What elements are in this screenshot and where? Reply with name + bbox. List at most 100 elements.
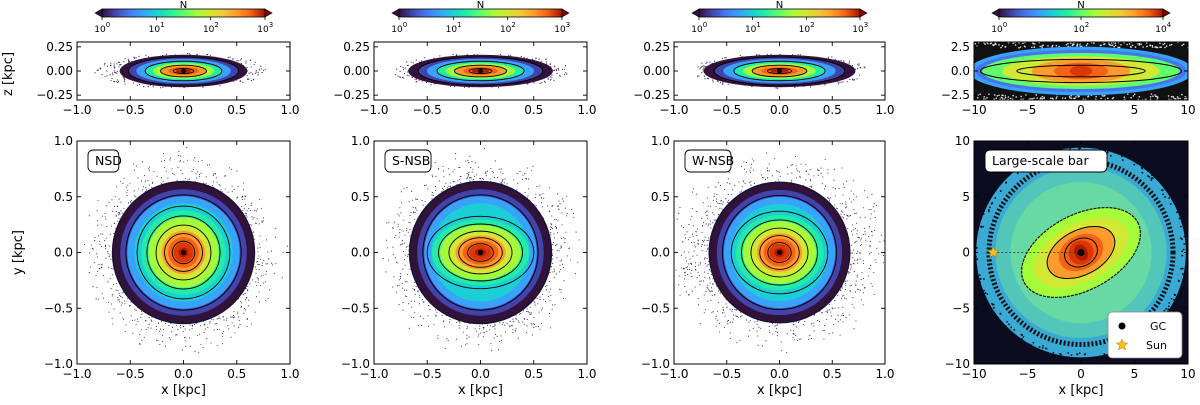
legend-sun-marker bbox=[1115, 338, 1129, 351]
y-tick-label: −1.0 bbox=[44, 357, 73, 371]
x-axis-label: x [kpc] bbox=[161, 383, 206, 398]
x-axis-label: x [kpc] bbox=[1059, 383, 1104, 398]
colorbar-tick-label: 10 bbox=[203, 25, 215, 35]
y-tick-label: −0.5 bbox=[44, 301, 73, 315]
edge-on-view bbox=[394, 53, 568, 89]
panel-label: Large-scale bar bbox=[992, 153, 1089, 168]
y-tick-label: 0.5 bbox=[651, 190, 670, 204]
edge-on-x-tick-label: 0.0 bbox=[174, 103, 193, 117]
edge-on-x-tick-label: −0.5 bbox=[413, 103, 442, 117]
marker-sun bbox=[986, 245, 1000, 258]
edge-on-x-tick-label: 0.0 bbox=[471, 103, 490, 117]
colorbar-tick-exponent: 2 bbox=[511, 21, 515, 29]
colorbar-extend-high bbox=[859, 8, 868, 18]
y-tick-label: 0.0 bbox=[351, 246, 370, 260]
x-tick-label: −1.0 bbox=[359, 367, 388, 381]
panel-label-box bbox=[984, 149, 1108, 173]
y-tick-label: −1.0 bbox=[641, 357, 670, 371]
z-tick-label: 0.25 bbox=[46, 40, 73, 54]
edge-on-x-tick-label: −10 bbox=[961, 103, 986, 117]
edge-on-x-tick-label: 0.5 bbox=[524, 103, 543, 117]
panel-w-nsb: N10 0 10 1 10 2 10 3W-NSB−1.0−1.0−0.5−0.50.00.0… bbox=[633, 0, 894, 398]
y-tick-label: 0.5 bbox=[54, 190, 73, 204]
y-tick-label: 10 bbox=[955, 134, 970, 148]
x-tick-label: −0.5 bbox=[116, 367, 145, 381]
edge-on-x-tick-label: −0.5 bbox=[712, 103, 741, 117]
x-tick-label: 1.0 bbox=[280, 367, 299, 381]
colorbar-extend-low bbox=[94, 8, 103, 18]
panel-nsd: N10 0 10 1 10 2 10 3NSD−1.0−1.0−0.5−0.50.00.00.… bbox=[1, 0, 300, 398]
x-tick-label: −0.5 bbox=[413, 367, 442, 381]
colorbar-tick-label: 10 bbox=[149, 25, 161, 35]
colorbar-tick-label: 10 bbox=[1155, 25, 1167, 35]
x-axis-label: x [kpc] bbox=[757, 383, 802, 398]
colorbar-tick-label: 10 bbox=[446, 25, 458, 35]
x-tick-label: −1.0 bbox=[659, 367, 688, 381]
colorbar-extend-low bbox=[391, 8, 400, 18]
y-tick-label: 1.0 bbox=[54, 134, 73, 148]
edge-on-x-tick-label: 1.0 bbox=[875, 103, 894, 117]
y-tick-label: 1.0 bbox=[651, 134, 670, 148]
z-tick-label: −0.25 bbox=[333, 88, 370, 102]
edge-on-view bbox=[974, 42, 1188, 100]
colorbar-tick-exponent: 2 bbox=[214, 21, 218, 29]
colorbar-tick-label: 10 bbox=[991, 25, 1003, 35]
edge-on-view bbox=[94, 53, 266, 89]
colorbar-tick-exponent: 2 bbox=[1085, 21, 1089, 29]
marker-gc bbox=[1077, 249, 1085, 256]
colorbar-tick-label: 10 bbox=[94, 25, 106, 35]
y-tick-label: 0.0 bbox=[651, 246, 670, 260]
z-tick-label: 0.25 bbox=[343, 40, 370, 54]
edge-on-x-tick-label: −1.0 bbox=[659, 103, 688, 117]
colorbar-tick-label: 10 bbox=[745, 25, 757, 35]
panel-label: S-NSB bbox=[392, 153, 430, 168]
z-tick-label: 0.00 bbox=[343, 64, 370, 78]
x-tick-label: −1.0 bbox=[62, 367, 91, 381]
z-tick-label: −2.5 bbox=[941, 88, 970, 102]
panel-s-nsb: N10 0 10 1 10 2 10 3S-NSB−1.0−1.0−0.5−0.50.00.0… bbox=[333, 0, 596, 398]
y-tick-label: −0.5 bbox=[341, 301, 370, 315]
panel-label: NSD bbox=[95, 153, 122, 168]
x-tick-label: 0.0 bbox=[770, 367, 789, 381]
colorbar-tick-label: 10 bbox=[691, 25, 703, 35]
colorbar-label: N bbox=[477, 0, 484, 11]
x-tick-label: 1.0 bbox=[577, 367, 596, 381]
x-tick-label: −0.5 bbox=[712, 367, 741, 381]
x-tick-label: 0.0 bbox=[471, 367, 490, 381]
colorbar-tick-exponent: 1 bbox=[160, 21, 164, 29]
z-tick-label: 2.5 bbox=[951, 40, 970, 54]
colorbar-tick-exponent: 2 bbox=[810, 21, 814, 29]
colorbar-extend-low bbox=[991, 8, 1000, 18]
colorbar-tick-exponent: 0 bbox=[403, 21, 407, 29]
colorbar-tick-exponent: 0 bbox=[1003, 21, 1007, 29]
x-axis-label: x [kpc] bbox=[458, 383, 503, 398]
edge-on-x-tick-label: 1.0 bbox=[280, 103, 299, 117]
y-tick-label: −0.5 bbox=[641, 301, 670, 315]
y-tick-label: −5 bbox=[952, 301, 970, 315]
y-tick-label: 1.0 bbox=[351, 134, 370, 148]
colorbar-tick-label: 10 bbox=[500, 25, 512, 35]
z-tick-label: 0.00 bbox=[643, 64, 670, 78]
x-tick-label: 1.0 bbox=[875, 367, 894, 381]
x-tick-label: 0.0 bbox=[174, 367, 193, 381]
x-tick-label: −10 bbox=[961, 367, 986, 381]
z-tick-label: 0.25 bbox=[643, 40, 670, 54]
edge-on-x-tick-label: −5 bbox=[1019, 103, 1037, 117]
edge-on-x-tick-label: 0.5 bbox=[823, 103, 842, 117]
colorbar-label: N bbox=[1077, 0, 1084, 11]
colorbar-tick-exponent: 4 bbox=[1167, 21, 1172, 29]
x-tick-label: 0 bbox=[1077, 367, 1085, 381]
y-tick-label: 5 bbox=[962, 190, 970, 204]
face-on-view bbox=[83, 146, 289, 353]
colorbar-tick-exponent: 3 bbox=[864, 21, 868, 29]
edge-on-x-tick-label: 0.5 bbox=[227, 103, 246, 117]
z-axis-label: z [kpc] bbox=[1, 52, 16, 96]
colorbar-extend-high bbox=[561, 8, 570, 18]
z-tick-label: −0.25 bbox=[633, 88, 670, 102]
colorbar-tick-exponent: 1 bbox=[457, 21, 461, 29]
y-tick-label: 0.0 bbox=[54, 246, 73, 260]
x-tick-label: 0.5 bbox=[823, 367, 842, 381]
edge-on-x-tick-label: 1.0 bbox=[577, 103, 596, 117]
panel-label-box bbox=[87, 149, 120, 173]
edge-on-x-tick-label: −1.0 bbox=[359, 103, 388, 117]
